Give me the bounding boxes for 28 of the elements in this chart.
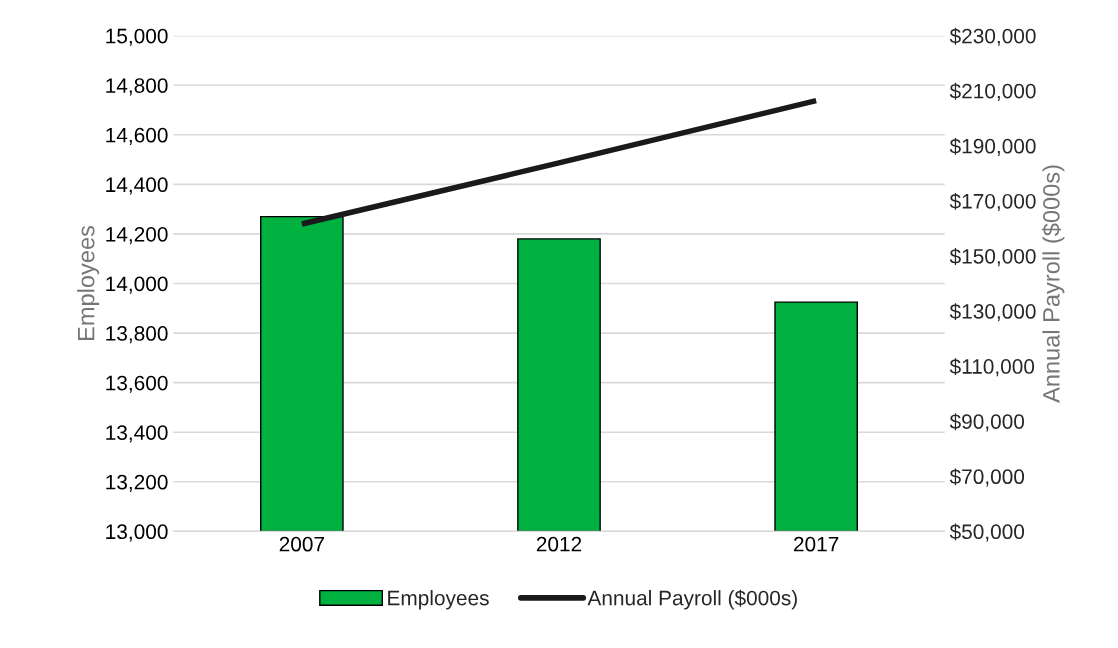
y2-tick-label: $210,000 [949, 82, 1036, 101]
y2-axis-title: Annual Payroll ($000s) [1042, 165, 1065, 403]
y-tick-label: 13,400 [106, 425, 168, 443]
y2-tick-label: $170,000 [949, 193, 1036, 212]
y-tick-label: 13,600 [106, 375, 168, 393]
y-tick-label: 14,000 [106, 276, 168, 294]
y-tick-label: 15,000 [106, 28, 168, 46]
y-tick-label: 13,800 [106, 326, 168, 344]
x-tick-label: 2017 [794, 536, 839, 552]
y2-tick-label: $150,000 [949, 248, 1036, 267]
y-tick-label: 14,800 [106, 78, 168, 96]
y2-tick-label: $230,000 [949, 27, 1036, 46]
legend-label: Employees [388, 590, 489, 610]
y2-tick-label: $50,000 [949, 523, 1025, 542]
y-tick-label: 14,400 [106, 177, 168, 195]
x-tick-label: 2012 [536, 536, 582, 552]
x-tick-label: 2007 [279, 536, 324, 552]
legend-label: Annual Payroll ($000s) [587, 589, 797, 610]
y-tick-label: 13,200 [106, 474, 168, 492]
y2-tick-label: $70,000 [949, 468, 1025, 487]
y2-tick-label: $190,000 [949, 137, 1036, 157]
y2-tick-label: $110,000 [949, 358, 1035, 377]
y-tick-label: 13,000 [106, 524, 168, 542]
y-tick-label: 14,200 [106, 226, 168, 245]
y-axis-title: Employees [77, 225, 100, 340]
y2-tick-label: $90,000 [949, 413, 1025, 432]
y2-tick-label: $130,000 [949, 303, 1036, 322]
y-tick-label: 14,600 [106, 127, 168, 145]
